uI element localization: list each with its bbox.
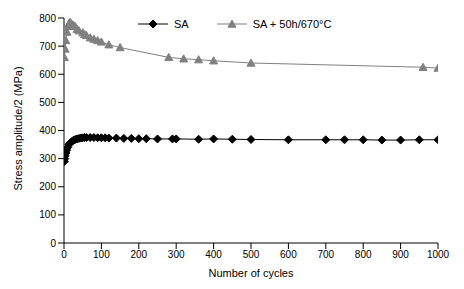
svg-text:300: 300 [168, 249, 185, 260]
svg-text:100: 100 [93, 249, 110, 260]
svg-text:1000: 1000 [427, 249, 450, 260]
svg-text:0: 0 [61, 249, 67, 260]
svg-text:300: 300 [39, 153, 56, 164]
svg-text:0: 0 [50, 238, 56, 249]
svg-text:800: 800 [355, 249, 372, 260]
svg-text:900: 900 [392, 249, 409, 260]
svg-text:200: 200 [130, 249, 147, 260]
svg-text:500: 500 [243, 249, 260, 260]
svg-text:600: 600 [39, 69, 56, 80]
html-text:SA: SA [174, 18, 189, 30]
svg-text:600: 600 [280, 249, 297, 260]
svg-text:500: 500 [39, 97, 56, 108]
svg-text:700: 700 [39, 41, 56, 52]
svg-text:Stress amplitude/2 (MPa): Stress amplitude/2 (MPa) [12, 66, 24, 190]
svg-text:700: 700 [317, 249, 334, 260]
svg-text:400: 400 [205, 249, 222, 260]
svg-text:400: 400 [39, 125, 56, 136]
svg-text:Number of cycles: Number of cycles [209, 267, 294, 279]
svg-text:100: 100 [39, 209, 56, 220]
html-text:SA + 50h/670°C: SA + 50h/670°C [252, 18, 332, 30]
svg-text:200: 200 [39, 181, 56, 192]
svg-text:800: 800 [39, 13, 56, 24]
